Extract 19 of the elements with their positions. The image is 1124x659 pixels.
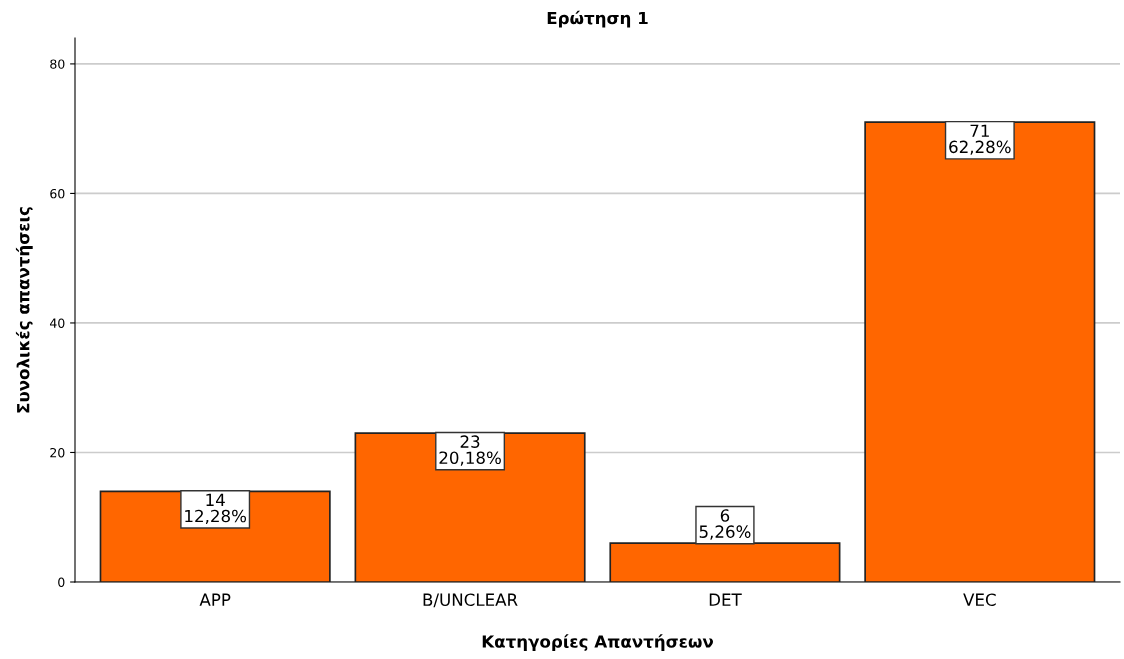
y-tick-label: 0 xyxy=(58,577,65,587)
y-tick-label: 40 xyxy=(49,318,65,328)
x-tick-label: DET xyxy=(709,593,742,606)
bar xyxy=(609,542,841,582)
data-label: 14 12,28% xyxy=(185,493,247,525)
x-axis-title: Κατηγορίες Απαντήσεων xyxy=(482,634,713,652)
y-tick-label: 80 xyxy=(50,59,65,69)
data-label: 23 20,18% xyxy=(439,435,501,466)
bar xyxy=(354,432,586,582)
y-tick-label: 60 xyxy=(50,188,65,199)
chart-title: Ερώτηση 1 xyxy=(547,10,648,28)
data-label: 6 5,26% xyxy=(699,509,751,540)
y-axis-title: Συνολικές απαντήσεις xyxy=(15,207,33,413)
y-tick-label: 20 xyxy=(50,447,65,458)
bar xyxy=(864,121,1096,582)
x-tick-label: B/UNCLEAR xyxy=(423,593,518,608)
data-label: 71 62,28% xyxy=(949,124,1011,155)
x-tick-label: VEC xyxy=(963,593,996,607)
x-tick-label: APP xyxy=(199,593,231,606)
